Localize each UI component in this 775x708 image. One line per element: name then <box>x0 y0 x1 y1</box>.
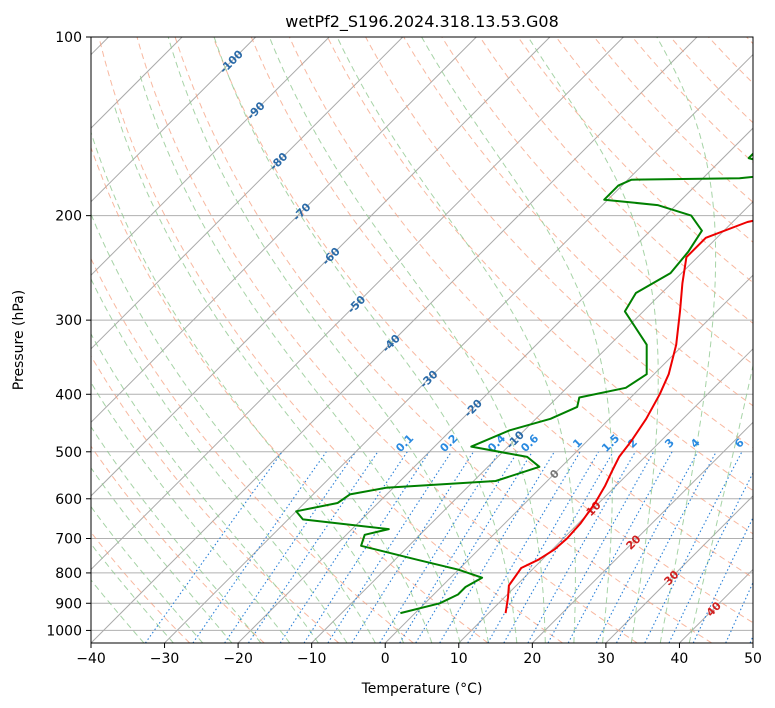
chart-title: wetPf2_S196.2024.318.13.53.G08 <box>285 12 559 32</box>
moist-adiabat-line <box>167 37 489 643</box>
plot-frame <box>90 36 754 644</box>
isotherm-line <box>91 37 330 276</box>
x-tick-label: 50 <box>744 651 762 667</box>
moist-adiabat-line <box>91 332 319 643</box>
dry-adiabat-line <box>403 37 753 407</box>
y-tick-label: 100 <box>55 30 82 46</box>
y-tick-label: 700 <box>55 532 82 548</box>
x-tick-label: −30 <box>150 651 180 667</box>
x-tick-label: −10 <box>297 651 327 667</box>
moist-adiabat-line <box>336 37 576 643</box>
temperature-line <box>504 219 753 614</box>
mixing-ratio-line <box>439 451 555 643</box>
sounding-series <box>295 152 753 615</box>
moist-adiabat-line <box>91 212 376 643</box>
x-tick-label: 10 <box>450 651 468 667</box>
mixing-ratio-line <box>503 451 614 643</box>
isotherm-line <box>91 37 477 424</box>
dry-adiabat-line <box>631 37 753 164</box>
x-tick-label: 40 <box>671 651 689 667</box>
moist-adiabat-line <box>91 130 405 643</box>
dry-adiabat-line <box>250 37 753 579</box>
moist-adiabat-line <box>527 37 659 643</box>
x-tick-label: 30 <box>597 651 615 667</box>
isotherm-line <box>237 127 753 643</box>
dry-adiabat-line <box>593 37 753 203</box>
mixing-ratio-line <box>415 451 533 643</box>
mixing-ratio-line <box>247 451 379 643</box>
y-axis-label: Pressure (hPa) <box>11 290 27 390</box>
isotherm-line <box>458 348 753 643</box>
isotherm-line <box>91 37 257 203</box>
dry-adiabat-line <box>327 37 753 492</box>
isotherm-line <box>91 37 404 350</box>
moist-adiabat-line <box>688 363 753 643</box>
mixing-ratio-line <box>527 451 636 643</box>
isotherm-line <box>605 495 753 643</box>
mixing-ratio-line <box>192 451 327 643</box>
y-tick-label: 400 <box>55 387 82 403</box>
mixing-ratio-line <box>144 451 283 643</box>
x-axis-label: Temperature (°C) <box>361 681 483 697</box>
moist-adiabat-line <box>91 425 262 643</box>
dry-adiabat-line <box>91 445 265 643</box>
mixing-ratio-line <box>379 451 500 643</box>
y-tick-label: 300 <box>55 313 82 329</box>
pressure-gridlines <box>91 37 753 631</box>
mixing-ratio-line <box>224 451 357 643</box>
isotherm-line <box>531 421 753 643</box>
dry-adiabat-line <box>479 37 753 324</box>
dry-adiabat-line <box>174 37 713 643</box>
y-tick-label: 600 <box>55 492 82 508</box>
mixing-ratio-line <box>399 451 519 643</box>
x-tick-label: −40 <box>76 651 106 667</box>
y-tick-label: 900 <box>55 596 82 612</box>
moist-adiabat-line <box>91 579 145 643</box>
mixing-ratio-line <box>595 451 699 643</box>
dry-adiabat-line <box>136 37 638 643</box>
dry-adiabat-line <box>288 37 753 535</box>
dry-adiabat-line <box>98 37 563 643</box>
moist-adiabat-line <box>91 381 291 643</box>
mixing-ratio-line <box>327 451 452 643</box>
dry-adiabat-line <box>91 257 414 643</box>
isotherm-line <box>91 37 551 497</box>
y-tick-label: 1000 <box>46 623 82 639</box>
moist-adiabat-line <box>268 37 546 643</box>
x-tick-label: 0 <box>381 651 390 667</box>
x-axis-ticks: −40 −30 −20 −10 0 10 20 30 40 50 <box>76 643 762 667</box>
y-axis-ticks: 100 200 300 400 500 600 700 800 900 1000 <box>46 30 91 639</box>
dewpoint-line <box>295 152 753 615</box>
mixing-ratio-line <box>467 451 581 643</box>
moist-adiabat-line <box>138 72 461 643</box>
y-tick-label: 500 <box>55 445 82 461</box>
mixing-ratio-line <box>547 451 655 643</box>
y-tick-label: 800 <box>55 566 82 582</box>
dry-adiabat-line <box>365 37 753 449</box>
dry-adiabat-lines <box>91 37 753 643</box>
moist-adiabat-line <box>91 505 204 643</box>
y-tick-label: 200 <box>55 209 82 225</box>
isotherm-line <box>384 274 753 643</box>
moist-adiabat-line <box>421 37 613 643</box>
x-tick-label: 20 <box>523 651 541 667</box>
mixing-ratio-line <box>567 451 673 643</box>
dry-adiabat-line <box>212 37 753 624</box>
moist-adiabat-line <box>656 37 717 643</box>
isotherm-line <box>164 53 753 643</box>
isotherm-line <box>91 37 698 643</box>
x-tick-label: −20 <box>223 651 253 667</box>
